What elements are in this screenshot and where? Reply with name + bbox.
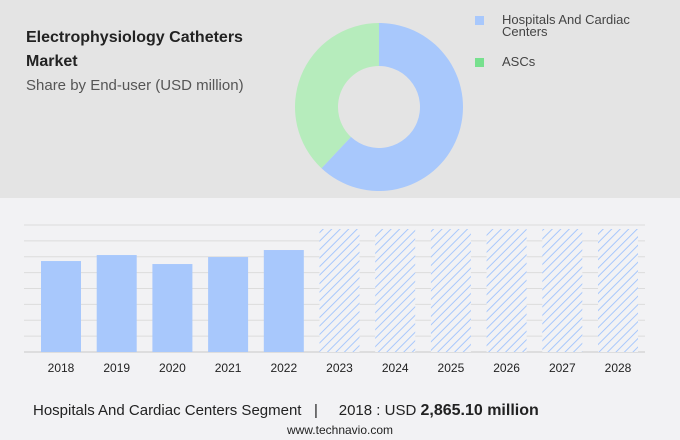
- legend-item-hospitals: Hospitals And Cardiac Centers: [475, 12, 662, 39]
- bar-2021: [208, 257, 249, 352]
- footer-summary: Hospitals And Cardiac Centers Segment | …: [33, 402, 539, 420]
- donut-slice-hospitals: [321, 23, 464, 191]
- x-tick-label: 2024: [382, 361, 409, 375]
- forecast-bar-2028: [598, 229, 638, 352]
- bar-2019: [96, 255, 137, 352]
- bar-2018: [41, 261, 81, 352]
- bar-2020: [152, 264, 193, 352]
- footer-value: 2,865.10 million: [420, 402, 539, 419]
- x-tick-label: 2028: [605, 361, 632, 375]
- forecast-bar-2027: [542, 229, 583, 352]
- legend-label: Hospitals And Cardiac Centers: [502, 12, 630, 39]
- x-tick-label: 2025: [438, 361, 465, 375]
- bar-2022: [263, 250, 304, 352]
- footer-separator: |: [314, 402, 318, 419]
- site-url: www.technavio.com: [286, 423, 394, 437]
- legend-item-ascs: ASCs: [475, 54, 536, 69]
- legend-swatch: [475, 16, 484, 25]
- x-tick-label: 2022: [270, 361, 297, 375]
- forecast-bar-2023: [319, 229, 360, 352]
- x-tick-label: 2027: [549, 361, 576, 375]
- footer-year: 2018 : USD: [338, 402, 417, 419]
- x-tick-label: 2019: [103, 361, 130, 375]
- donut-slice-ascs: [295, 22, 379, 169]
- x-tick-label: 2026: [493, 361, 520, 375]
- chart-title: Electrophysiology Catheters Market: [26, 29, 243, 70]
- forecast-bar-2025: [430, 229, 471, 352]
- footer-segment: Hospitals And Cardiac Centers Segment: [33, 402, 302, 419]
- forecast-bar-2026: [486, 229, 527, 352]
- forecast-bar-2024: [375, 229, 416, 352]
- chart-subtitle: Share by End-user (USD million): [26, 77, 244, 94]
- x-tick-label: 2021: [215, 361, 242, 375]
- legend-swatch: [475, 58, 484, 67]
- x-tick-label: 2020: [159, 361, 186, 375]
- legend-label: ASCs: [502, 54, 536, 69]
- x-tick-label: 2018: [48, 361, 75, 375]
- x-tick-label: 2023: [326, 361, 353, 375]
